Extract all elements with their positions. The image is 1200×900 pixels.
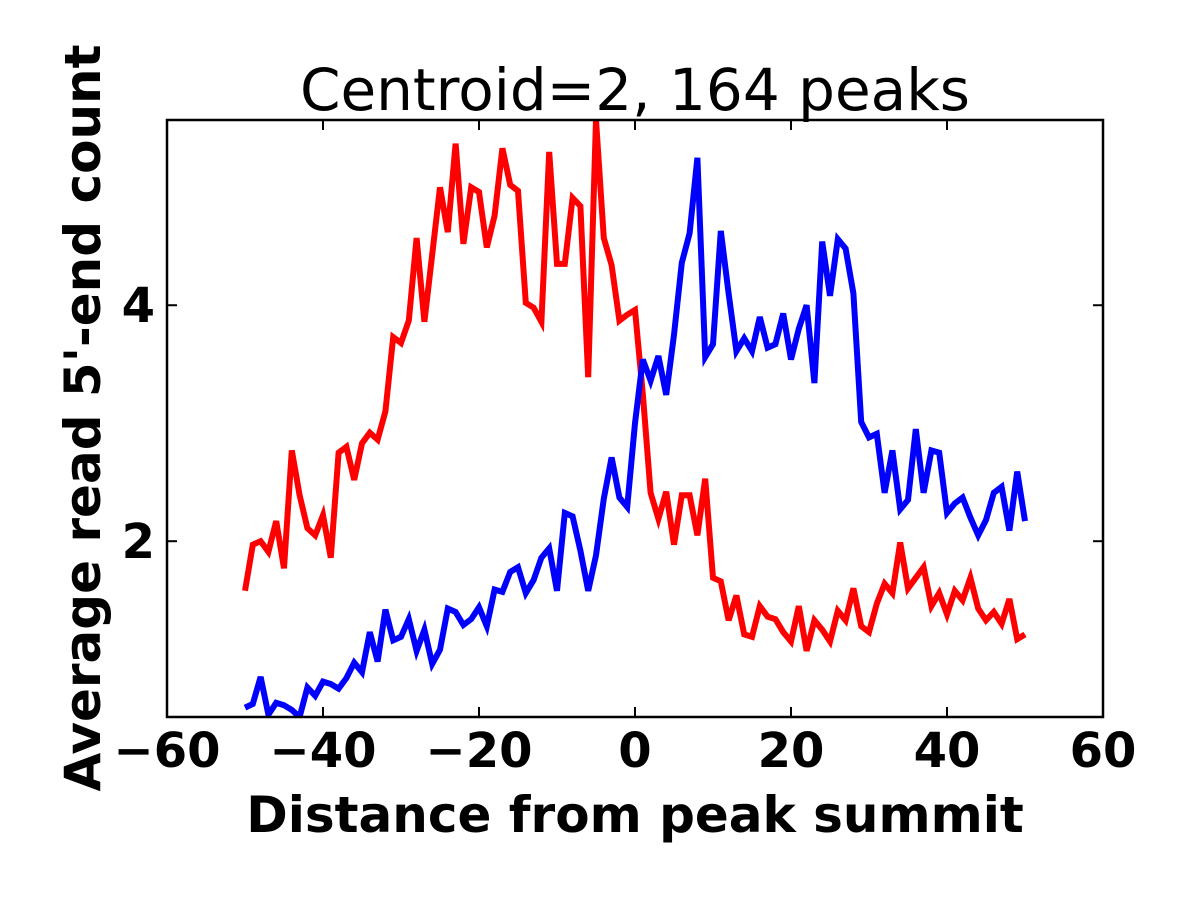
- y-tick-label: 2: [122, 514, 155, 570]
- x-tick-label: 20: [758, 723, 825, 779]
- series-line-blue: [243, 157, 1028, 717]
- y-axis-label: Average read 5'-end count: [54, 44, 112, 791]
- ticks-layer: −60 −40 −20 0 20 40 60 2 4: [113, 120, 1136, 779]
- y-tick-label: 4: [122, 278, 155, 334]
- x-tick-label: 40: [914, 723, 981, 779]
- series-line-red: [242, 120, 1027, 652]
- x-tick-label: 0: [618, 723, 651, 779]
- plot-frame: [165, 118, 1105, 719]
- series-layer: [242, 120, 1028, 717]
- x-tick-label: 60: [1070, 723, 1137, 779]
- chart-title: Centroid=2, 164 peaks: [300, 56, 970, 124]
- x-tick-label: −20: [425, 723, 532, 779]
- x-tick-label: −60: [113, 723, 220, 779]
- x-tick-label: −40: [269, 723, 376, 779]
- x-axis-label: Distance from peak summit: [246, 786, 1024, 844]
